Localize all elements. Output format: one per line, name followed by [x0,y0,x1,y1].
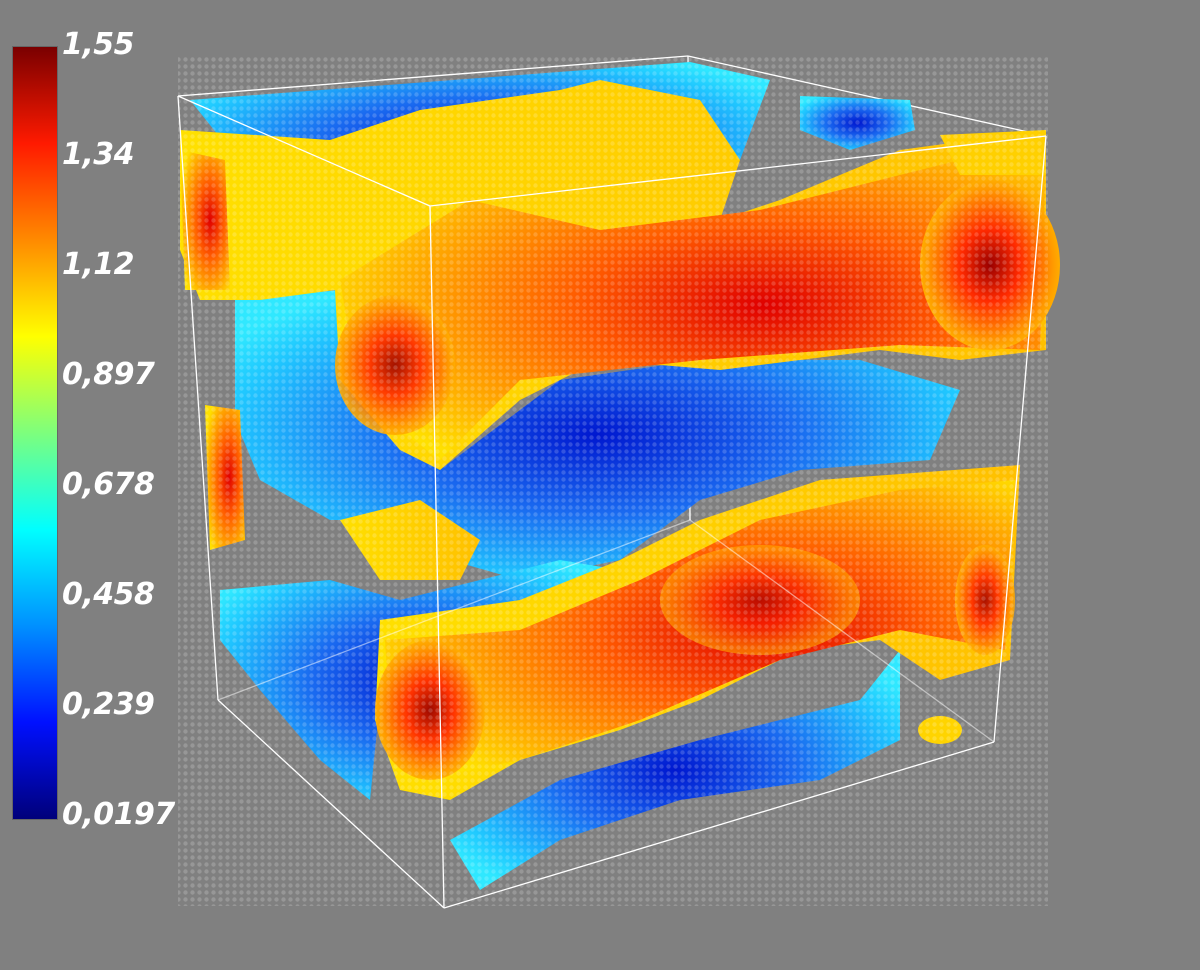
colorbar-tick: 1,55 [62,27,135,62]
bounding-box-front [177,95,1047,909]
colorbar-tick: 1,12 [62,247,135,282]
colorbar-gradient [12,46,58,820]
colorbar-tick: 0,239 [62,687,155,722]
colorbar-tick: 0,678 [62,467,155,502]
colorbar-tick: 0,458 [62,577,155,612]
particle-texture [178,56,1048,906]
colorbar-tick: 0,0197 [62,797,175,832]
colorbar-tick: 1,34 [62,137,135,172]
colorbar-tick: 0,897 [62,357,155,392]
